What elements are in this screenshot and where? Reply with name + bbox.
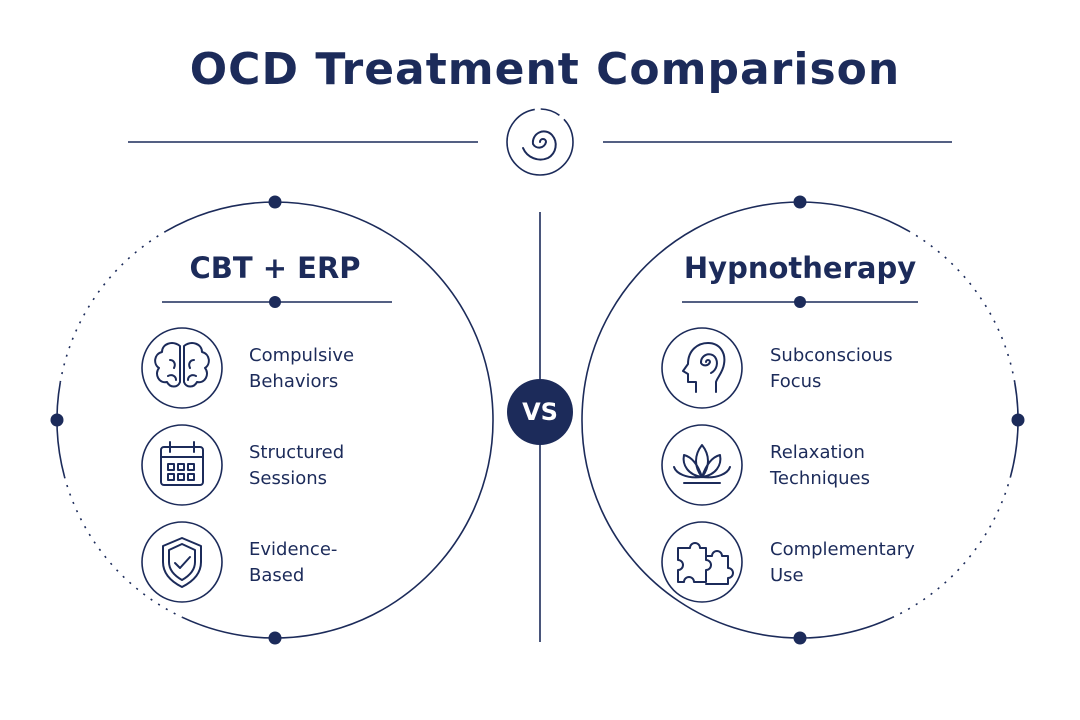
icon-stroke <box>154 342 210 388</box>
circle-node <box>1011 413 1025 427</box>
icon-stroke <box>160 446 204 486</box>
underline-node <box>269 296 281 308</box>
icon-stroke <box>167 463 175 471</box>
item-label: Relaxation <box>770 442 865 463</box>
item-label: Focus <box>770 371 821 392</box>
vs-label: VS <box>522 398 558 426</box>
icon-stroke <box>699 353 718 374</box>
icon-stroke <box>162 537 202 588</box>
circle-arc <box>165 201 494 639</box>
icon-stroke <box>174 556 191 569</box>
title: OCD Treatment Comparison <box>190 44 900 95</box>
item-label: Complementary <box>770 539 915 560</box>
circle-node <box>268 631 282 645</box>
item-label: Sessions <box>249 468 327 489</box>
vs-badge <box>507 379 573 445</box>
item-label: Behaviors <box>249 371 338 392</box>
circle-node <box>793 195 807 209</box>
icon-ring <box>141 424 223 506</box>
panel-heading: Hypnotherapy <box>684 251 916 285</box>
item-label: Structured <box>249 442 344 463</box>
circle-arc <box>56 382 66 477</box>
item-label: Subconscious <box>770 345 893 366</box>
circle-node <box>793 631 807 645</box>
item-label: Compulsive <box>249 345 354 366</box>
icon-stroke <box>673 444 731 484</box>
item-label: Evidence- <box>249 539 337 560</box>
icon-stroke <box>167 473 175 481</box>
icon-stroke <box>677 542 734 585</box>
circle-node <box>268 195 282 209</box>
circle-dotted-arc <box>59 230 167 383</box>
item-label: Use <box>770 565 804 586</box>
item-label: Based <box>249 565 304 586</box>
circle-dotted-arc <box>908 230 1016 383</box>
item-icon <box>141 327 223 409</box>
icon-ring <box>661 424 743 506</box>
item-icon <box>661 327 743 409</box>
icon-stroke <box>160 441 204 458</box>
item-icon <box>661 424 743 506</box>
icon-stroke <box>177 463 185 471</box>
icon-ring <box>661 521 743 603</box>
item-icon <box>661 521 743 603</box>
icon-ring <box>141 521 223 603</box>
icon-ring <box>141 327 223 409</box>
item-icon <box>141 424 223 506</box>
circle-arc <box>581 201 910 639</box>
underline-node <box>794 296 806 308</box>
icon-stroke <box>177 473 185 481</box>
icon-stroke <box>187 463 195 471</box>
circle-node <box>50 413 64 427</box>
icon-stroke <box>682 342 726 393</box>
icon-ring <box>661 327 743 409</box>
item-icon <box>141 521 223 603</box>
panel-heading: CBT + ERP <box>189 251 360 285</box>
item-label: Techniques <box>769 468 870 489</box>
icon-stroke <box>187 473 195 481</box>
circle-dotted-arc <box>63 476 184 619</box>
circle-arc <box>1009 382 1019 477</box>
spiral-icon <box>506 108 574 176</box>
